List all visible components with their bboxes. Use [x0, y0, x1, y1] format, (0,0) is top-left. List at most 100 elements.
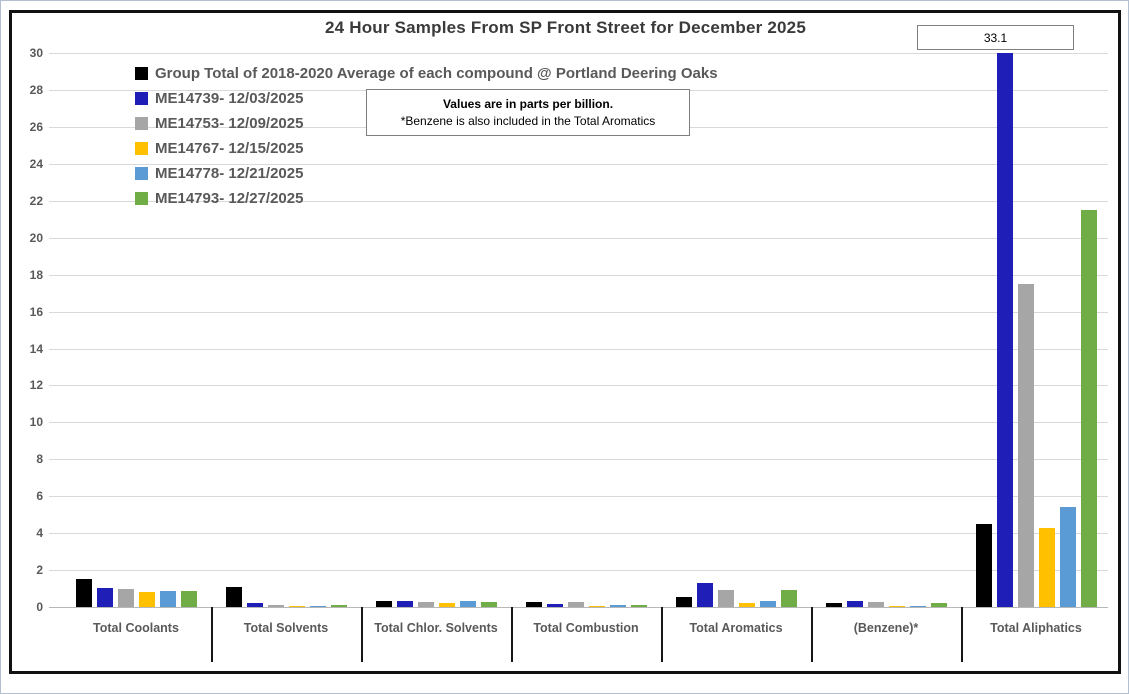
- bar-series1-total-chlor-solvents: [375, 601, 392, 607]
- y-tick-label-30: 30: [29, 46, 43, 60]
- legend-item-4: ME14767- 12/15/2025: [135, 136, 718, 161]
- gridline-4: [49, 533, 1108, 535]
- y-tick-label-24: 24: [29, 156, 43, 171]
- chart-title: 24 Hour Samples From SP Front Street for…: [325, 18, 806, 37]
- bar-series2--benzene-: [846, 601, 863, 607]
- bar-series4-total-chlor-solvents: [438, 603, 455, 607]
- category-label-4: Total Combustion: [533, 621, 639, 635]
- bar-series2-total-combustion: [546, 604, 563, 607]
- bar-series6-total-aliphatics: [1080, 210, 1097, 607]
- legend-swatch-icon: [135, 142, 148, 155]
- legend-item-label: ME14753- 12/09/2025: [155, 115, 304, 132]
- chart-frame: [9, 10, 1121, 674]
- legend-swatch-icon: [135, 92, 148, 105]
- y-tick-label-14: 14: [29, 341, 43, 356]
- bar-series2-total-aromatics: [696, 583, 713, 607]
- legend-swatch-icon: [135, 67, 148, 80]
- gridline-22: [49, 200, 1108, 202]
- category-divider-4: [661, 607, 663, 662]
- bar-series2-total-aliphatics: [996, 53, 1013, 607]
- legend-item-label: ME14793- 12/27/2025: [155, 190, 304, 207]
- legend-swatch-icon: [135, 117, 148, 130]
- legend-item-label: ME14739- 12/03/2025: [155, 90, 304, 107]
- bar-series1--benzene-: [825, 603, 842, 607]
- bar-series4-total-solvents: [288, 606, 305, 607]
- legend: Group Total of 2018-2020 Average of each…: [135, 61, 718, 211]
- bar-series6-total-chlor-solvents: [480, 602, 497, 607]
- category-label-3: Total Chlor. Solvents: [374, 621, 498, 635]
- legend-swatch-icon: [135, 167, 148, 180]
- bar-series2-total-solvents: [246, 603, 263, 607]
- bar-series6-total-solvents: [330, 605, 347, 607]
- bar-series3-total-coolants: [117, 589, 134, 607]
- clipped-bar-value-label: 33.1: [917, 25, 1074, 50]
- gridline-6: [49, 496, 1108, 498]
- y-tick-label-22: 22: [29, 193, 43, 208]
- bar-series3--benzene-: [867, 602, 884, 607]
- gridline-2: [49, 570, 1108, 572]
- gridline-8: [49, 459, 1108, 461]
- gridline-12: [49, 385, 1108, 387]
- gridline-0: [49, 607, 1108, 608]
- bar-series2-total-coolants: [96, 588, 113, 607]
- category-label-7: Total Aliphatics: [990, 621, 1082, 635]
- y-tick-label-10: 10: [29, 415, 43, 430]
- legend-swatch-icon: [135, 192, 148, 205]
- y-tick-label-0: 0: [36, 600, 43, 614]
- bar-series5-total-coolants: [159, 591, 176, 607]
- bar-series6-total-coolants: [180, 591, 197, 607]
- note-box: Values are in parts per billion. *Benzen…: [366, 89, 690, 136]
- legend-item-5: ME14778- 12/21/2025: [135, 161, 718, 186]
- bar-series2-total-chlor-solvents: [396, 601, 413, 607]
- bar-series4-total-aromatics: [738, 603, 755, 607]
- gridline-16: [49, 311, 1108, 313]
- legend-item-label: ME14778- 12/21/2025: [155, 165, 304, 182]
- y-tick-label-18: 18: [29, 267, 43, 282]
- bar-series3-total-aliphatics: [1017, 284, 1034, 607]
- bar-series6-total-aromatics: [780, 590, 797, 607]
- category-label-1: Total Coolants: [93, 621, 179, 635]
- bar-series6-total-combustion: [630, 605, 647, 607]
- y-tick-label-4: 4: [36, 526, 43, 541]
- gridline-14: [49, 348, 1108, 350]
- category-divider-1: [211, 607, 213, 662]
- y-tick-label-28: 28: [29, 82, 43, 97]
- legend-item-2: ME14739- 12/03/2025: [135, 86, 718, 111]
- bar-series5-total-aliphatics: [1059, 507, 1076, 607]
- category-divider-3: [511, 607, 513, 662]
- y-tick-label-20: 20: [29, 230, 43, 245]
- gridline-24: [49, 163, 1108, 165]
- bar-series4-total-aliphatics: [1038, 528, 1055, 607]
- gridline-20: [49, 237, 1108, 239]
- y-tick-label-8: 8: [36, 452, 43, 467]
- y-tick-label-26: 26: [29, 119, 43, 134]
- legend-item-1: Group Total of 2018-2020 Average of each…: [135, 61, 718, 86]
- bar-series4-total-coolants: [138, 592, 155, 607]
- category-divider-2: [361, 607, 363, 662]
- bar-series1-total-aromatics: [675, 597, 692, 607]
- category-divider-5: [811, 607, 813, 662]
- legend-item-3: ME14753- 12/09/2025: [135, 111, 718, 136]
- y-tick-label-2: 2: [36, 563, 43, 578]
- bar-series5-total-combustion: [609, 605, 626, 607]
- bar-series5--benzene-: [909, 606, 926, 607]
- bar-series3-total-solvents: [267, 605, 284, 607]
- y-tick-label-16: 16: [29, 304, 43, 319]
- category-label-2: Total Solvents: [243, 621, 329, 635]
- bar-series3-total-chlor-solvents: [417, 602, 434, 607]
- note-line-1: Values are in parts per billion.: [442, 97, 614, 111]
- bar-series6--benzene-: [930, 603, 947, 607]
- bar-series3-total-aromatics: [717, 590, 734, 607]
- gridline-18: [49, 274, 1108, 276]
- bar-series5-total-solvents: [309, 606, 326, 607]
- bar-series4-total-combustion: [588, 606, 605, 607]
- gridline-30: [49, 53, 1108, 54]
- bar-series1-total-combustion: [525, 602, 542, 607]
- bar-series3-total-combustion: [567, 602, 584, 607]
- bar-series5-total-chlor-solvents: [459, 601, 476, 607]
- category-divider-6: [961, 607, 963, 662]
- category-label-5: Total Aromatics: [689, 621, 783, 635]
- bar-series4--benzene-: [888, 606, 905, 607]
- y-tick-label-6: 6: [36, 489, 43, 504]
